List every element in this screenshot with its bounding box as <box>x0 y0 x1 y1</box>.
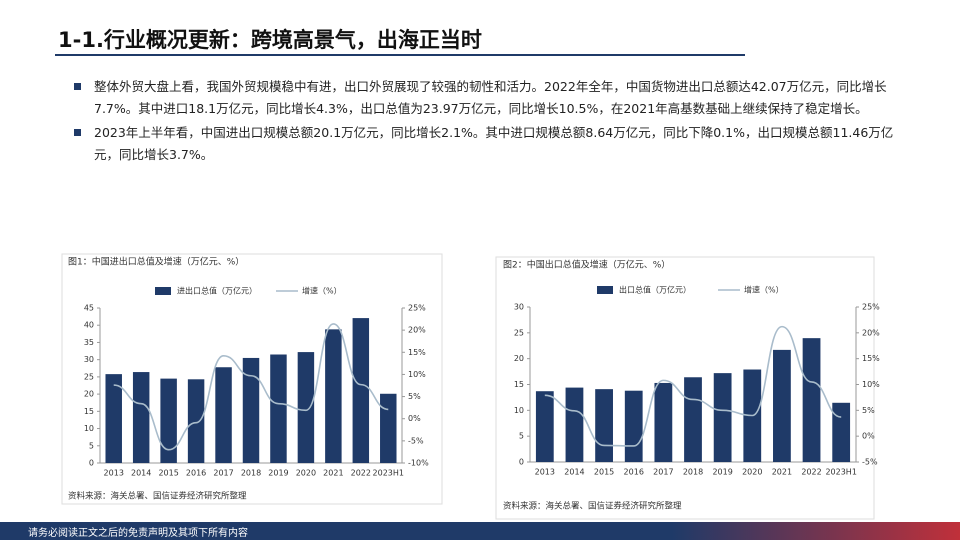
bullet: 整体外贸大盘上看，我国外贸规模稳中有进，出口外贸展现了较强的韧性和活力。2022… <box>72 76 902 120</box>
y-tick-label: 15 <box>514 380 524 389</box>
y-tick-label: 0 <box>89 459 94 468</box>
growth-line <box>544 325 842 447</box>
legend-label: 进出口总值（万亿元） <box>177 286 257 296</box>
growth-line <box>113 323 389 451</box>
x-tick-label: 2023H1 <box>825 468 856 477</box>
x-tick-label: 2018 <box>683 468 703 477</box>
chart-source: 资料来源：海关总署、国信证券经济研究所整理 <box>503 501 682 512</box>
bullet-list: 整体外贸大盘上看，我国外贸规模稳中有进，出口外贸展现了较强的韧性和活力。2022… <box>72 76 902 168</box>
y-tick-label: 30 <box>84 355 94 364</box>
y2-tick-label: 0% <box>408 414 421 423</box>
y2-tick-label: 10% <box>862 380 880 389</box>
legend-label: 出口总值（万亿元） <box>619 285 691 295</box>
y-tick-label: 10 <box>514 406 524 415</box>
x-tick-label: 2014 <box>131 469 151 478</box>
x-tick-label: 2016 <box>186 469 206 478</box>
footer: 请务必阅读正文之后的免责声明及其项下所有内容 <box>0 522 960 540</box>
x-tick-label: 2022 <box>801 468 821 477</box>
y2-tick-label: 20% <box>862 328 880 337</box>
y-tick-label: 0 <box>519 458 524 467</box>
bar <box>215 367 232 463</box>
y2-tick-label: 0% <box>862 432 875 441</box>
legend-label: 增速（%） <box>744 285 784 295</box>
bar <box>654 382 673 462</box>
y2-tick-label: 15% <box>408 348 426 357</box>
page-title: 1-1.行业概况更新：跨境高景气，出海正当时 <box>58 28 482 52</box>
bullet: 2023年上半年看，中国进出口规模总额20.1万亿元，同比增长2.1%。其中进口… <box>72 122 902 166</box>
y-tick-label: 25 <box>84 372 94 381</box>
y-tick-label: 20 <box>84 390 94 399</box>
bar <box>624 390 643 462</box>
x-tick-label: 2014 <box>564 468 584 477</box>
x-tick-label: 2022 <box>351 469 371 478</box>
y-tick-label: 40 <box>84 321 94 330</box>
x-tick-label: 2020 <box>296 469 316 478</box>
bar <box>352 318 370 463</box>
x-tick-label: 2021 <box>772 468 792 477</box>
y2-tick-label: -5% <box>862 458 878 467</box>
y-tick-label: 45 <box>84 304 94 313</box>
x-tick-label: 2015 <box>158 469 178 478</box>
legend-swatch <box>155 287 171 295</box>
bar <box>535 391 554 462</box>
x-tick-label: 2018 <box>241 469 261 478</box>
x-tick-label: 2015 <box>594 468 614 477</box>
y-tick-label: 30 <box>514 303 524 312</box>
y-tick-label: 25 <box>514 328 524 337</box>
bar <box>565 387 584 462</box>
y2-tick-label: 25% <box>862 303 880 312</box>
chart-title: 图2：中国出口总值及增速（万亿元、%） <box>503 259 670 271</box>
x-tick-label: 2023H1 <box>373 469 404 478</box>
bar <box>832 402 851 462</box>
x-tick-label: 2016 <box>624 468 644 477</box>
bar <box>105 374 122 463</box>
bar <box>595 389 613 462</box>
bar <box>773 349 791 462</box>
x-tick-label: 2021 <box>323 469 343 478</box>
y-tick-label: 5 <box>89 441 94 450</box>
y2-tick-label: 5% <box>408 392 421 401</box>
bar <box>713 373 732 462</box>
bar <box>684 377 702 462</box>
y2-tick-label: 15% <box>862 354 880 363</box>
footer-text: 请务必阅读正文之后的免责声明及其项下所有内容 <box>28 528 248 539</box>
y2-tick-label: 20% <box>408 326 426 335</box>
title-rule <box>55 54 745 56</box>
chart-source: 资料来源：海关总署、国信证券经济研究所整理 <box>68 491 247 502</box>
bar <box>802 338 821 462</box>
bar <box>242 357 260 463</box>
y2-tick-label: 5% <box>862 406 875 415</box>
bar <box>187 379 205 463</box>
bar <box>380 393 397 463</box>
y2-tick-label: 10% <box>408 370 426 379</box>
x-tick-label: 2013 <box>104 469 124 478</box>
bar <box>297 352 315 463</box>
x-tick-label: 2019 <box>268 469 288 478</box>
bar <box>325 329 342 463</box>
legend-label: 增速（%） <box>302 286 342 296</box>
x-tick-label: 2020 <box>742 468 762 477</box>
x-tick-label: 2017 <box>653 468 673 477</box>
bar <box>132 372 150 463</box>
y-tick-label: 15 <box>84 407 94 416</box>
y2-tick-label: -5% <box>408 436 424 445</box>
x-tick-label: 2013 <box>535 468 555 477</box>
chart-frame <box>495 256 875 520</box>
bar <box>160 378 177 463</box>
y2-tick-label: -10% <box>408 459 429 468</box>
bar <box>270 354 287 463</box>
x-tick-label: 2017 <box>213 469 233 478</box>
y-tick-label: 35 <box>84 338 94 347</box>
x-tick-label: 2019 <box>712 468 732 477</box>
y-tick-label: 5 <box>519 432 524 441</box>
y-tick-label: 20 <box>514 354 524 363</box>
y2-tick-label: 25% <box>408 304 426 313</box>
y-tick-label: 10 <box>84 424 94 433</box>
chart-frame <box>61 253 443 505</box>
chart-title: 图1：中国进出口总值及增速（万亿元、%） <box>68 256 244 268</box>
legend-swatch <box>597 286 613 294</box>
